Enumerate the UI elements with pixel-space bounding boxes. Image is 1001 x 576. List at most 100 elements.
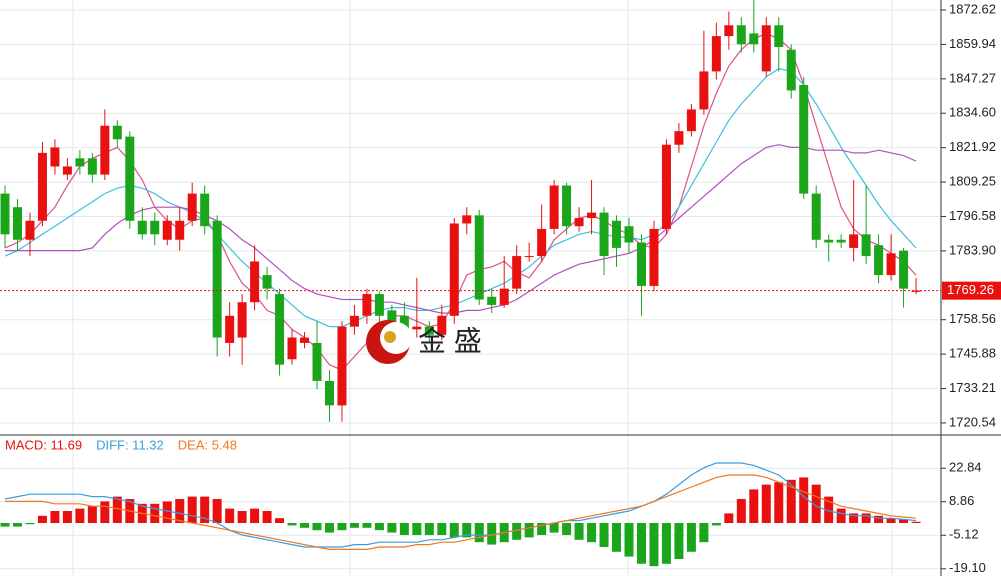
legend-entry: DIFF: 11.32 [96, 437, 164, 452]
macd-bar [524, 522, 534, 538]
candle-body [512, 256, 522, 289]
candle-body [612, 220, 622, 248]
macd-bar [487, 522, 497, 545]
candle-body [524, 256, 534, 258]
candle-body [50, 147, 60, 167]
candle-body [175, 220, 185, 240]
macd-bar [424, 522, 434, 535]
macd-bar [362, 522, 372, 528]
candle-body [412, 326, 422, 330]
last-price-label: 1769.26 [947, 282, 994, 297]
macd-bar [624, 522, 634, 557]
macd-bar [749, 489, 759, 523]
macd-bar [112, 496, 122, 523]
macd-bar [899, 519, 909, 523]
macd-bar [599, 522, 609, 547]
macd-bar [911, 521, 921, 523]
macd-bar [811, 484, 821, 523]
macd-bar [162, 501, 172, 523]
candle-body [424, 326, 434, 335]
candle-body [449, 223, 459, 316]
candle-body [337, 326, 347, 406]
macd-line [5, 474, 917, 550]
macd-bar [437, 522, 447, 535]
macd-bar [175, 499, 185, 523]
macd-bar [25, 522, 35, 525]
macd-bar [462, 522, 472, 538]
candle-body [487, 296, 497, 305]
macd-bar [761, 484, 771, 523]
macd-bar [50, 511, 60, 523]
candle-body [374, 294, 384, 316]
y-tick-label: 1859.94 [949, 36, 996, 51]
macd-bar [724, 513, 734, 523]
moving-average-line [5, 144, 917, 314]
candle-body [25, 220, 35, 240]
candle-body [874, 245, 884, 276]
y-tick-label: 1834.60 [949, 105, 996, 120]
candle-body [649, 228, 659, 286]
macd-bar [275, 518, 285, 523]
macd-bar [412, 522, 422, 535]
y-tick-label: -5.12 [949, 527, 979, 542]
macd-bar [324, 522, 334, 533]
candle-body [200, 193, 210, 227]
candle-body [836, 239, 846, 243]
macd-bar [100, 501, 110, 523]
y-tick-label: 1821.92 [949, 139, 996, 154]
macd-bar [349, 522, 359, 528]
macd-bar [686, 522, 696, 552]
y-tick-label: 1733.21 [949, 380, 996, 395]
y-tick-label: 22.84 [949, 460, 982, 475]
macd-bar [786, 479, 796, 523]
macd-bar [187, 496, 197, 523]
legend-entry: MACD: 11.69 [5, 437, 82, 452]
candle-body [799, 84, 809, 194]
candle-body [786, 49, 796, 91]
candle-body [387, 310, 397, 322]
macd-bar [836, 508, 846, 523]
candle-body [62, 166, 72, 175]
macd-bar [0, 522, 10, 527]
candle-body [300, 337, 310, 343]
candle-body [362, 294, 372, 316]
candle-body [262, 275, 272, 289]
candle-body [736, 25, 746, 45]
candle-body [437, 315, 447, 335]
logo-cut [380, 322, 412, 354]
macd-bar [612, 522, 622, 552]
candle-body [349, 315, 359, 327]
macd-bar [62, 511, 72, 523]
candle-body [312, 342, 322, 381]
macd-bar [300, 522, 310, 528]
candle-body [861, 234, 871, 257]
macd-bar [237, 511, 247, 523]
macd-bar [886, 518, 896, 523]
candle-body [711, 36, 721, 72]
candle-body [824, 239, 834, 243]
candle-body [499, 288, 509, 305]
macd-bar [87, 506, 97, 523]
macd-bar [699, 522, 709, 543]
y-tick-label: 1872.62 [949, 1, 996, 16]
candle-body [724, 25, 734, 37]
candle-body [624, 226, 634, 243]
y-tick-label: 1796.58 [949, 208, 996, 223]
candle-body [761, 25, 771, 72]
y-tick-label: 1847.27 [949, 70, 996, 85]
y-tick-label: 1809.25 [949, 174, 996, 189]
macd-bar [774, 482, 784, 523]
macd-bar [449, 522, 459, 538]
macd-bar [75, 508, 85, 523]
macd-bar [374, 522, 384, 531]
candle-body [112, 125, 122, 140]
macd-bar [849, 513, 859, 523]
candle-body [324, 380, 334, 406]
candle-body [599, 212, 609, 257]
logo-dot [384, 331, 396, 343]
macd-bar [674, 522, 684, 559]
macd-bar [225, 508, 235, 523]
macd-bar [512, 522, 522, 540]
candle-body [100, 125, 110, 175]
